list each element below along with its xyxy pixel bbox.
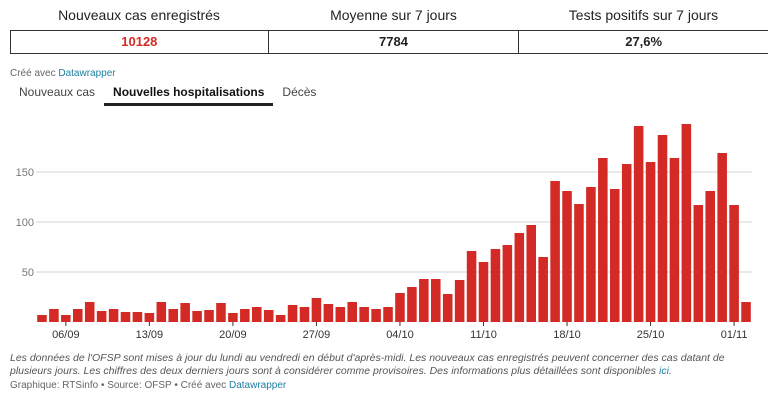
bar[interactable] [275, 315, 286, 322]
credit-top: Créé avec Datawrapper [10, 68, 116, 79]
y-tick-label: 150 [16, 167, 34, 179]
bar[interactable] [240, 309, 250, 322]
x-tick-label: 13/09 [136, 329, 164, 341]
bar[interactable] [383, 307, 393, 322]
bar[interactable] [490, 249, 501, 322]
bar[interactable] [228, 313, 238, 322]
bar[interactable] [84, 302, 95, 322]
bar[interactable] [192, 311, 202, 322]
bar[interactable] [395, 293, 405, 322]
bar[interactable] [717, 153, 727, 322]
bar[interactable] [729, 205, 739, 322]
stat-label-new-cases: Nouveaux cas enregistrés [58, 7, 220, 23]
bar[interactable] [669, 158, 680, 322]
x-tick-label: 25/10 [637, 329, 665, 341]
bar[interactable] [216, 303, 226, 322]
bar[interactable] [37, 315, 47, 322]
chart-tabs: Nouveaux cas Nouvelles hospitalisations … [10, 82, 325, 106]
bar[interactable] [526, 225, 537, 322]
bar[interactable] [562, 191, 572, 322]
bar[interactable] [550, 181, 560, 322]
stat-label-7day-average: Moyenne sur 7 jours [330, 7, 457, 23]
notes-end: . [668, 365, 672, 377]
credit-top-prefix: Créé avec [10, 68, 59, 79]
stat-label-positive-tests: Tests positifs sur 7 jours [568, 7, 719, 23]
credit-bottom-prefix: Graphique: RTSinfo • Source: OFSP • Créé… [10, 380, 229, 391]
bar[interactable] [407, 287, 417, 322]
x-tick-label: 20/09 [219, 329, 247, 341]
datawrapper-link-top[interactable]: Datawrapper [58, 68, 116, 79]
credit-bottom: Graphique: RTSinfo • Source: OFSP • Créé… [10, 380, 286, 391]
bar[interactable] [609, 189, 620, 322]
bar[interactable] [741, 302, 751, 322]
bar[interactable] [371, 309, 381, 322]
x-tick-label: 04/10 [386, 329, 414, 341]
bar[interactable] [419, 279, 429, 322]
bar[interactable] [621, 164, 632, 322]
bar[interactable] [72, 309, 83, 322]
bar[interactable] [705, 191, 716, 322]
bar[interactable] [96, 311, 107, 322]
bar[interactable] [263, 310, 274, 322]
bar[interactable] [586, 187, 596, 322]
stat-value-new-cases: 10128 [11, 31, 269, 53]
stat-value-positive-tests: 27,6% [625, 34, 663, 49]
x-tick-label: 11/10 [470, 329, 497, 341]
x-tick-label: 06/09 [52, 329, 80, 341]
bar[interactable] [311, 298, 322, 322]
bar[interactable] [156, 302, 167, 322]
bar[interactable] [478, 262, 489, 322]
bar[interactable] [657, 135, 668, 322]
bar[interactable] [466, 251, 477, 322]
bar[interactable] [514, 233, 525, 322]
bar[interactable] [359, 307, 369, 322]
bar[interactable] [120, 312, 131, 322]
bar[interactable] [574, 204, 584, 322]
bar[interactable] [61, 315, 71, 322]
datawrapper-link-bottom[interactable]: Datawrapper [228, 380, 287, 391]
bar[interactable] [251, 307, 262, 322]
hospitalisations-bar-chart: 50 100 150 06/09 13/09 20/09 27/09 04/10 11/10 1… [16, 124, 752, 341]
notes-link-ici[interactable]: ici [658, 365, 669, 377]
tab-nouveaux-cas[interactable]: Nouveaux cas [19, 85, 96, 99]
notes-text: Les données de l'OFSP sont mises à jour … [10, 352, 725, 377]
bar[interactable] [347, 302, 358, 322]
bar[interactable] [633, 126, 644, 322]
bar[interactable] [693, 205, 704, 322]
bar[interactable] [299, 307, 310, 322]
bar[interactable] [144, 313, 155, 322]
chart-notes: Les données de l'OFSP sont mises à jour … [10, 352, 760, 378]
bar[interactable] [180, 303, 190, 322]
bar[interactable] [204, 310, 214, 322]
stat-value-7day-average: 7784 [269, 31, 520, 53]
bar[interactable] [132, 312, 143, 322]
bar[interactable] [645, 162, 656, 322]
bar[interactable] [323, 304, 334, 322]
x-tick-label: 01/11 [721, 329, 748, 341]
bar[interactable] [442, 294, 453, 322]
bar[interactable] [49, 309, 59, 322]
y-tick-label: 50 [22, 267, 34, 279]
bar[interactable] [168, 309, 179, 322]
bar[interactable] [502, 245, 513, 322]
x-tick-label: 27/09 [303, 329, 331, 341]
bar[interactable] [108, 309, 119, 322]
bar[interactable] [538, 257, 548, 322]
stats-panel: Nouveaux cas enregistrés Moyenne sur 7 j… [10, 0, 768, 54]
x-tick-label: 18/10 [553, 329, 581, 341]
bar[interactable] [454, 280, 465, 322]
y-tick-label: 100 [16, 217, 34, 229]
tab-nouvelles-hospitalisations[interactable]: Nouvelles hospitalisations [104, 82, 274, 106]
tab-deces[interactable]: Décès [282, 85, 317, 99]
bar[interactable] [681, 124, 692, 322]
bar[interactable] [335, 307, 346, 322]
bar[interactable] [287, 305, 298, 322]
bar[interactable] [598, 158, 608, 322]
bar[interactable] [430, 279, 441, 322]
